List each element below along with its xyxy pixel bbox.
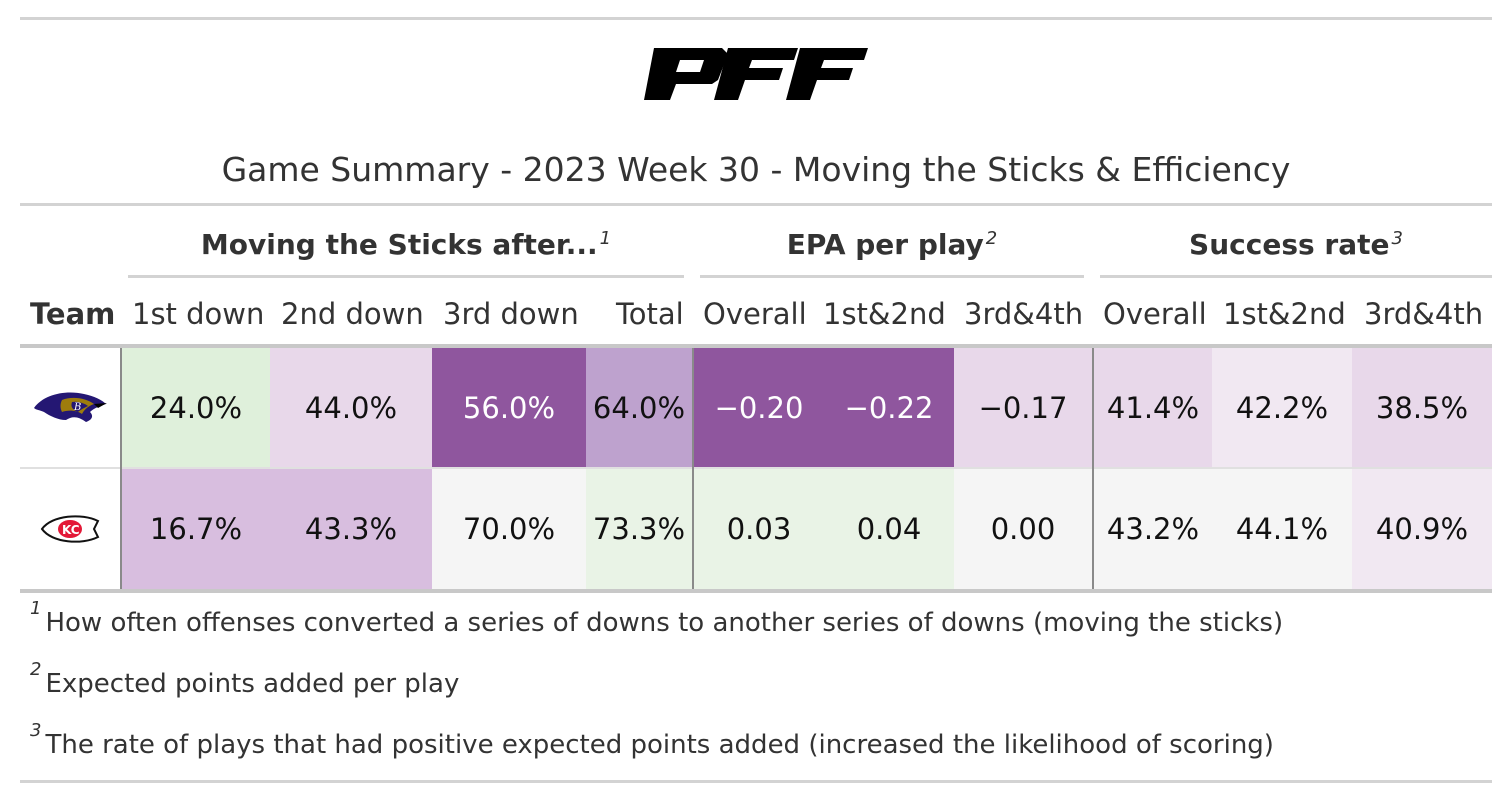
column-header: 2nd down — [281, 297, 424, 331]
table-cell: −0.17 — [954, 348, 1092, 467]
table-cell: 43.2% — [1094, 469, 1212, 589]
spanner-underline — [1100, 275, 1492, 278]
column-header: 3rd&4th — [1364, 297, 1484, 331]
title-rule — [20, 203, 1492, 206]
table-cell: 44.1% — [1212, 469, 1352, 589]
top-rule — [20, 17, 1492, 20]
column-header: 1st&2nd — [1223, 297, 1346, 331]
column-header: Overall — [1103, 297, 1207, 331]
body-bottom-rule — [20, 589, 1492, 593]
team-cell-chiefs: KC — [20, 469, 120, 589]
footnote-mark: 3 — [30, 720, 42, 741]
footnote-text: Expected points added per play — [45, 669, 460, 699]
footnote-mark: 1 — [30, 598, 42, 619]
table-cell: 41.4% — [1094, 348, 1212, 467]
table-cell: 24.0% — [122, 348, 270, 467]
svg-text:KC: KC — [62, 523, 80, 537]
table-title: Game Summary - 2023 Week 30 - Moving the… — [221, 150, 1291, 189]
row-divider — [20, 467, 1492, 469]
footnote-mark: 3 — [1391, 228, 1403, 249]
table-cell: 73.3% — [586, 469, 692, 589]
pff-logo — [644, 48, 868, 100]
bottom-rule — [20, 780, 1492, 783]
chiefs-logo: KC — [40, 515, 100, 543]
column-header: 1st&2nd — [823, 297, 946, 331]
spanner-epa: EPA per play 2 — [700, 222, 1084, 268]
column-header: Overall — [703, 297, 807, 331]
table-cell: 0.00 — [954, 469, 1092, 589]
table-cell: 40.9% — [1352, 469, 1492, 589]
ravens-logo: B — [34, 392, 107, 422]
group-divider — [1092, 348, 1094, 589]
group-divider — [120, 348, 122, 589]
table-cell: 43.3% — [270, 469, 432, 589]
footnote: 1 How often offenses converted a series o… — [30, 598, 1284, 638]
footnote-text: How often offenses converted a series of… — [45, 608, 1284, 638]
spanner-label: Success rate — [1189, 228, 1390, 261]
table-cell: 64.0% — [586, 348, 692, 467]
table-cell: 0.04 — [824, 469, 954, 589]
group-divider — [692, 348, 694, 589]
column-header: 3rd&4th — [964, 297, 1084, 331]
table-cell: 70.0% — [432, 469, 586, 589]
team-cell-ravens: B — [20, 348, 120, 467]
column-header-team: Team — [30, 297, 116, 331]
footnote-text: The rate of plays that had positive expe… — [45, 730, 1274, 760]
footnote-mark: 2 — [985, 228, 998, 249]
spanner-label: Moving the Sticks after... — [200, 228, 598, 261]
spanner-moving-sticks: Moving the Sticks after... 1 — [128, 222, 684, 268]
spanner-underline — [128, 275, 684, 278]
footnote: 3 The rate of plays that had positive exp… — [30, 720, 1274, 760]
column-header: Total — [616, 297, 684, 331]
table-cell: 56.0% — [432, 348, 586, 467]
footnote-mark: 2 — [30, 659, 42, 680]
footnote: 2 Expected points added per play — [30, 659, 460, 699]
spanner-underline — [700, 275, 1084, 278]
spanner-label: EPA per play — [786, 228, 984, 261]
table-cell: 42.2% — [1212, 348, 1352, 467]
table-cell: 0.03 — [694, 469, 824, 589]
table-cell: −0.22 — [824, 348, 954, 467]
footnote-mark: 1 — [599, 228, 612, 249]
column-header: 3rd down — [443, 297, 579, 331]
table-cell: 38.5% — [1352, 348, 1492, 467]
table-cell: −0.20 — [694, 348, 824, 467]
svg-text:B: B — [73, 402, 81, 413]
column-header: 1st down — [132, 297, 265, 331]
table-cell: 16.7% — [122, 469, 270, 589]
table-cell: 44.0% — [270, 348, 432, 467]
header-rule — [20, 344, 1492, 348]
spanner-success-rate: Success rate 3 — [1100, 222, 1492, 268]
